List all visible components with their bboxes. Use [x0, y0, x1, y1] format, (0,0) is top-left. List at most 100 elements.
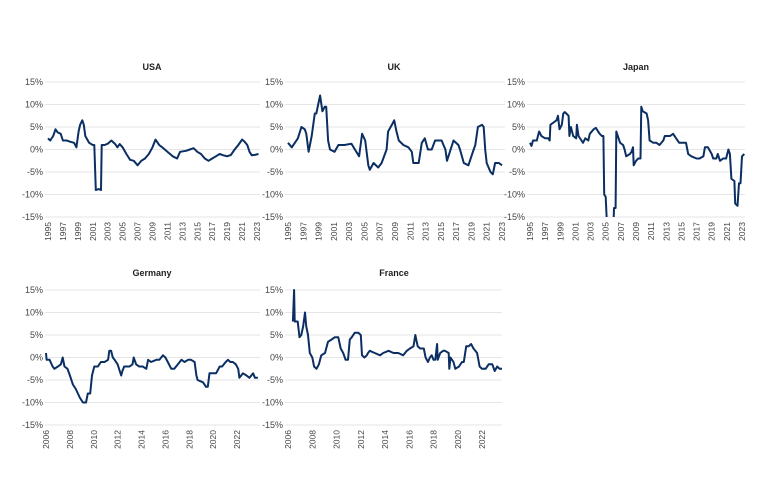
germany-y-tick-label: 0% — [30, 353, 43, 363]
usa-series-line — [47, 119, 259, 191]
usa-x-tick-label: 2005 — [118, 222, 128, 241]
usa-x-tick-label: 1999 — [73, 222, 83, 241]
usa-x-tick-label: 2001 — [88, 222, 98, 241]
japan-x-tick-label: 2017 — [692, 222, 702, 241]
japan-x-tick-label: 2013 — [661, 222, 671, 241]
germany-x-tick-label: 2012 — [113, 430, 123, 449]
usa-x-tick-label: 2007 — [133, 222, 143, 241]
germany-y-tick-label: -5% — [27, 375, 43, 385]
usa-y-tick-label: 0% — [30, 145, 43, 155]
uk-chart-title: UK — [388, 62, 401, 72]
uk-x-tick-label: 2013 — [421, 222, 431, 241]
france-y-tick-label: 15% — [265, 285, 283, 295]
uk-series-line — [287, 94, 503, 176]
usa-chart-title: USA — [142, 62, 162, 72]
uk-x-tick-label: 2023 — [497, 222, 507, 241]
japan-y-tick-label: 0% — [512, 145, 525, 155]
japan-x-tick-label: 2015 — [676, 222, 686, 241]
uk-y-tick-label: -10% — [262, 190, 283, 200]
japan-x-tick-label: 2003 — [586, 222, 596, 241]
usa-y-tick-label: 15% — [25, 77, 43, 87]
france-y-tick-label: 0% — [270, 353, 283, 363]
japan-series-line — [529, 105, 745, 217]
uk-y-tick-label: 0% — [270, 145, 283, 155]
france-x-tick-label: 2008 — [307, 430, 317, 449]
japan-x-tick-label: 2001 — [570, 222, 580, 241]
japan-x-tick-label: 2019 — [707, 222, 717, 241]
france-y-tick-label: -10% — [262, 398, 283, 408]
japan-x-tick-label: 1999 — [555, 222, 565, 241]
germany-y-tick-label: 10% — [25, 308, 43, 318]
france-x-tick-label: 2018 — [429, 430, 439, 449]
uk-y-tick-label: 10% — [265, 100, 283, 110]
germany-y-tick-label: 5% — [30, 330, 43, 340]
uk-x-tick-label: 1995 — [283, 222, 293, 241]
france-x-tick-label: 2022 — [477, 430, 487, 449]
japan-chart-title: Japan — [623, 62, 649, 72]
germany-chart-title: Germany — [132, 268, 171, 278]
japan-y-tick-label: -10% — [504, 190, 525, 200]
usa-x-tick-label: 2003 — [103, 222, 113, 241]
france-y-tick-label: -5% — [267, 375, 283, 385]
france-y-tick-label: 10% — [265, 308, 283, 318]
japan-x-tick-label: 1997 — [540, 222, 550, 241]
usa-x-tick-label: 2023 — [252, 222, 262, 241]
uk-x-tick-label: 1999 — [314, 222, 324, 241]
japan-x-tick-label: 2009 — [631, 222, 641, 241]
germany-x-tick-label: 2020 — [208, 430, 218, 449]
germany-y-tick-label: 15% — [25, 285, 43, 295]
france-x-tick-label: 2014 — [380, 430, 390, 449]
uk-x-tick-label: 2019 — [466, 222, 476, 241]
france-chart-title: France — [379, 268, 409, 278]
france-x-tick-label: 2012 — [356, 430, 366, 449]
france-series-line — [291, 289, 502, 372]
usa-y-tick-label: -15% — [22, 212, 43, 222]
uk-x-tick-label: 1997 — [298, 222, 308, 241]
germany-x-tick-label: 2022 — [232, 430, 242, 449]
germany-series-line — [45, 349, 258, 404]
germany-x-tick-label: 2010 — [89, 430, 99, 449]
uk-x-tick-label: 2005 — [359, 222, 369, 241]
japan-y-tick-label: 15% — [507, 77, 525, 87]
uk-x-tick-label: 2003 — [344, 222, 354, 241]
japan-x-tick-label: 2021 — [722, 222, 732, 241]
france-x-tick-label: 2010 — [332, 430, 342, 449]
germany-x-tick-label: 2014 — [137, 430, 147, 449]
japan-x-tick-label: 2007 — [616, 222, 626, 241]
uk-x-tick-label: 2001 — [329, 222, 339, 241]
germany-x-tick-label: 2008 — [65, 430, 75, 449]
usa-x-tick-label: 2019 — [222, 222, 232, 241]
japan-y-tick-label: 10% — [507, 100, 525, 110]
japan-x-tick-label: 2011 — [646, 222, 656, 241]
france-y-tick-label: 5% — [270, 330, 283, 340]
uk-x-tick-label: 2021 — [482, 222, 492, 241]
usa-x-tick-label: 1995 — [43, 222, 53, 241]
japan-x-tick-label: 1995 — [525, 222, 535, 241]
uk-x-tick-label: 2017 — [451, 222, 461, 241]
japan-x-tick-label: 2023 — [737, 222, 747, 241]
usa-x-tick-label: 2009 — [148, 222, 158, 241]
germany-y-tick-label: -15% — [22, 420, 43, 430]
germany-x-tick-label: 2016 — [160, 430, 170, 449]
japan-y-tick-label: 5% — [512, 122, 525, 132]
usa-y-tick-label: 10% — [25, 100, 43, 110]
uk-x-tick-label: 2015 — [436, 222, 446, 241]
germany-x-tick-label: 2018 — [184, 430, 194, 449]
uk-y-tick-label: 5% — [270, 122, 283, 132]
uk-y-tick-label: 15% — [265, 77, 283, 87]
usa-x-tick-label: 1997 — [58, 222, 68, 241]
japan-y-tick-label: -5% — [509, 167, 525, 177]
usa-x-tick-label: 2017 — [207, 222, 217, 241]
france-x-tick-label: 2006 — [283, 430, 293, 449]
usa-x-tick-label: 2015 — [192, 222, 202, 241]
uk-x-tick-label: 2009 — [390, 222, 400, 241]
usa-x-tick-label: 2011 — [162, 222, 172, 241]
france-y-tick-label: -15% — [262, 420, 283, 430]
usa-y-tick-label: 5% — [30, 122, 43, 132]
usa-x-tick-label: 2013 — [177, 222, 187, 241]
usa-x-tick-label: 2021 — [237, 222, 247, 241]
uk-y-tick-label: -5% — [267, 167, 283, 177]
usa-y-tick-label: -10% — [22, 190, 43, 200]
usa-y-tick-label: -5% — [27, 167, 43, 177]
